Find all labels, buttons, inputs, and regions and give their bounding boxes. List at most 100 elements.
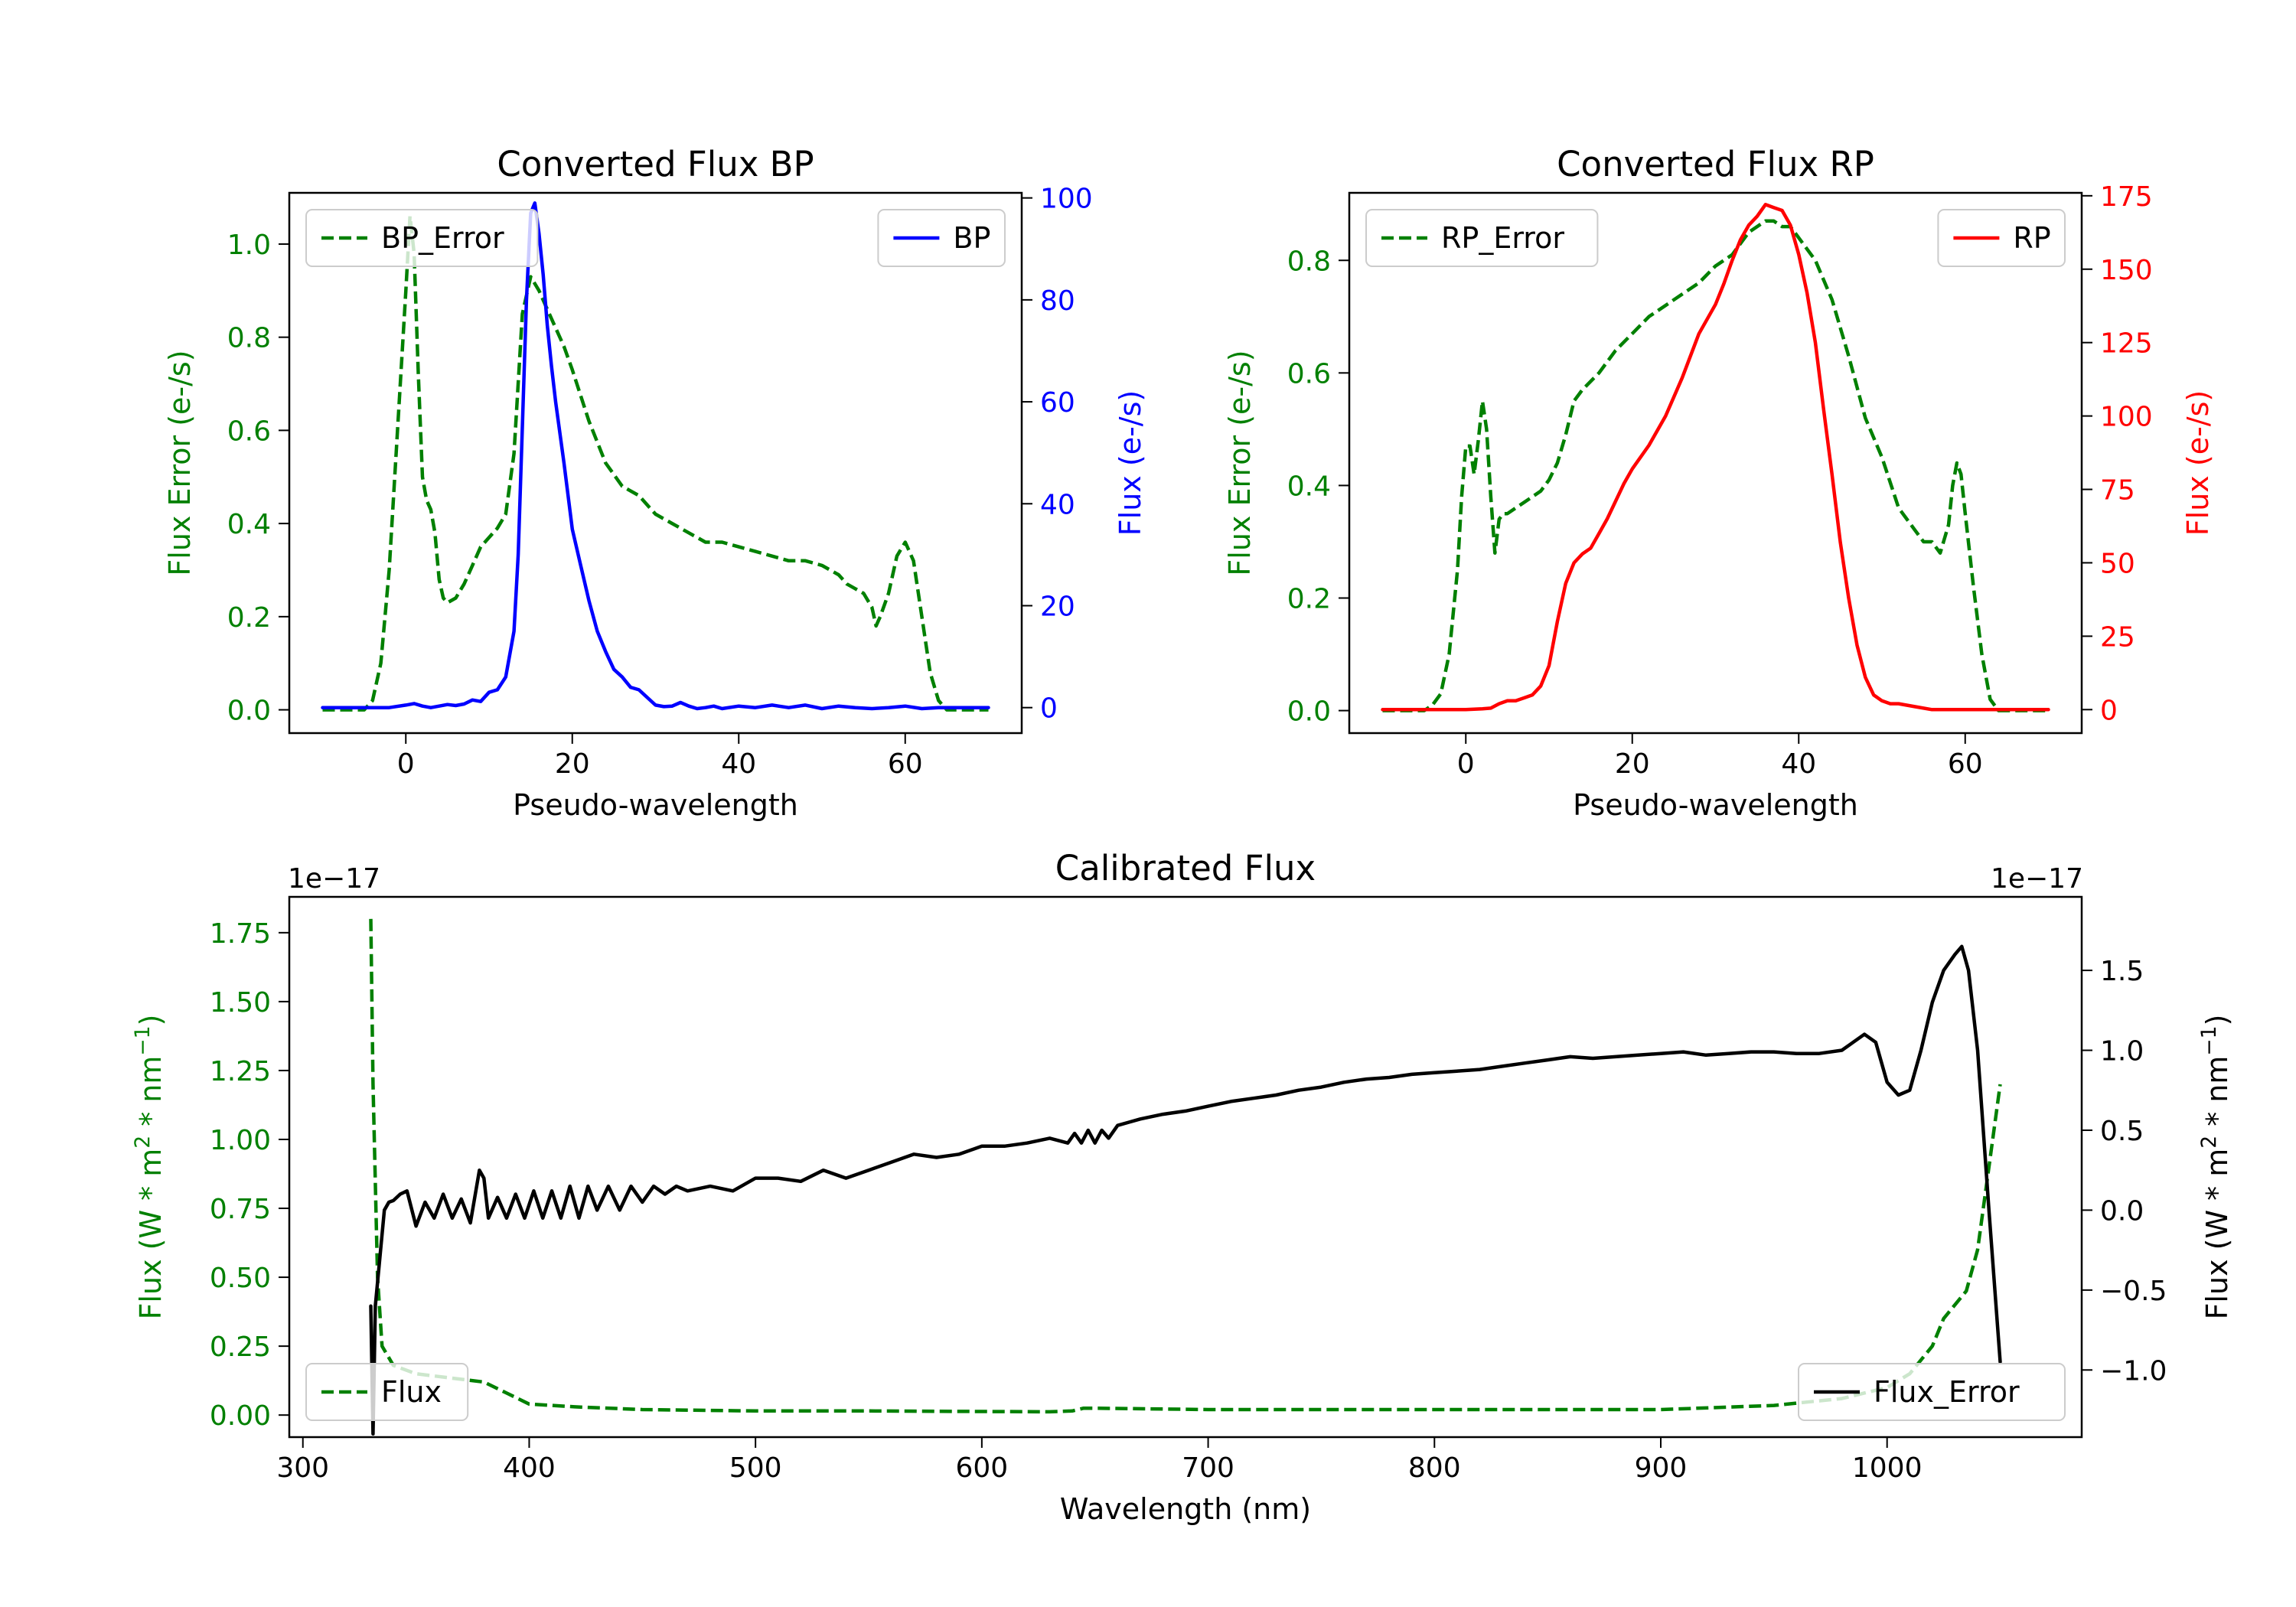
x-tick-label: 60 <box>888 748 923 780</box>
chart-rp: Converted Flux RP 0 20 40 60 Pseudo-wavelengt… <box>1223 144 2215 822</box>
y-right-tick-label: 175 <box>2100 181 2153 213</box>
y-right-tick-label: 125 <box>2100 328 2153 360</box>
x-tick-label: 300 <box>276 1452 329 1484</box>
y-right-axis-label: Flux (W * m2 * nm−1) <box>2197 1015 2235 1320</box>
legend-frame <box>305 209 539 267</box>
x-tick-label: 900 <box>1635 1452 1688 1484</box>
x-tick-label: 800 <box>1408 1452 1461 1484</box>
y-left-tick-label: 0.0 <box>227 696 271 727</box>
y-right-tick-label: 100 <box>1040 184 1093 215</box>
y-right-tick-label: 0.0 <box>2100 1195 2144 1227</box>
legend-label: Flux_Error <box>1874 1375 2020 1409</box>
y-left-tick-label: 1.0 <box>227 230 271 261</box>
legend-bp: BP <box>877 209 1006 267</box>
x-tick-label: 20 <box>1615 748 1650 780</box>
legend-frame <box>1798 1363 2066 1421</box>
offset-text-right: 1e−17 <box>1991 863 2083 895</box>
legend-label: BP <box>953 221 990 255</box>
y-right-tick-label: −1.0 <box>2100 1355 2167 1387</box>
y-right-tick-label: 60 <box>1040 387 1075 419</box>
series-line-flux-error <box>369 918 2002 1414</box>
y-left-tick-label: 0.2 <box>227 602 271 634</box>
offset-text-left: 1e−17 <box>288 863 380 895</box>
y-left-tick-label: 0.00 <box>210 1400 271 1432</box>
plot-frame <box>288 895 2083 1439</box>
y-left-axis-label: Flux (W * m2 * nm−1) <box>131 1015 168 1320</box>
y-right-axis-label: Flux (e-/s) <box>1114 390 1147 536</box>
legend-flux-error: Flux_Error <box>1798 1363 2066 1421</box>
x-tick-label: 20 <box>555 748 590 780</box>
legend-label: BP_Error <box>381 221 504 255</box>
y-left-axis-label: Flux Error (e-/s) <box>163 350 197 575</box>
y-left-tick-label: 0.0 <box>1287 696 1331 728</box>
x-tick-label: 60 <box>1948 748 1983 780</box>
plot-frame <box>1348 191 2083 735</box>
y-left-tick-label: 0.25 <box>210 1332 271 1363</box>
y-left-tick-label: 0.2 <box>1287 584 1331 615</box>
legend-bp-error: BP_Error <box>305 209 539 267</box>
y-right-tick-label: 0 <box>1040 693 1058 725</box>
y-left-tick-label: 0.75 <box>210 1194 271 1225</box>
x-tick-label: 0 <box>397 748 415 780</box>
legend-frame <box>305 1363 469 1421</box>
x-tick-label: 1000 <box>1852 1452 1923 1484</box>
y-left-axis-label: Flux Error (e-/s) <box>1223 350 1257 575</box>
y-right-tick-label: 0 <box>2100 695 2118 726</box>
series-line-bp <box>321 201 990 711</box>
y-right-tick-label: 0.5 <box>2100 1116 2144 1147</box>
y-left-tick-label: 0.6 <box>1287 358 1331 390</box>
y-right-tick-label: 150 <box>2100 255 2153 286</box>
x-tick-label: 0 <box>1457 748 1475 780</box>
chart-title: Converted Flux BP <box>497 144 814 184</box>
series-line-flux <box>369 944 2002 1436</box>
y-right-tick-label: 100 <box>2100 402 2153 433</box>
legend-frame <box>877 209 1006 267</box>
x-tick-label: 40 <box>721 748 756 780</box>
legend-frame <box>1937 209 2066 267</box>
x-axis-label: Pseudo-wavelength <box>1573 788 1858 822</box>
x-tick-label: 400 <box>503 1452 556 1484</box>
legend-rp-error: RP_Error <box>1365 209 1599 267</box>
x-axis-label: Pseudo-wavelength <box>513 788 798 822</box>
y-left-tick-label: 1.00 <box>210 1125 271 1156</box>
y-right-tick-label: 50 <box>2100 548 2135 579</box>
chart-calibrated: Calibrated Flux 300 400 500 600 700 800 900 1000… <box>131 848 2235 1526</box>
y-right-tick-label: 25 <box>2100 621 2135 653</box>
legend-frame <box>1365 209 1599 267</box>
plot-frame <box>288 191 1023 735</box>
y-right-tick-label: 75 <box>2100 475 2135 507</box>
y-left-tick-label: 0.8 <box>227 323 271 354</box>
legend-flux: Flux <box>305 1363 469 1421</box>
y-left-tick-label: 0.8 <box>1287 246 1331 277</box>
y-left-tick-label: 0.4 <box>1287 471 1331 502</box>
series-line-rp-error <box>1382 219 2049 712</box>
chart-title: Converted Flux RP <box>1557 144 1874 184</box>
y-left-tick-label: 0.50 <box>210 1263 271 1294</box>
chart-bp: Converted Flux BP 0 20 40 60 Pseudo-wavelengt… <box>163 144 1147 822</box>
y-right-tick-label: 40 <box>1040 489 1075 520</box>
series-line-bp-error <box>322 214 989 712</box>
y-left-tick-label: 0.6 <box>227 416 271 447</box>
x-axis-label: Wavelength (nm) <box>1060 1492 1311 1526</box>
x-tick-label: 600 <box>956 1452 1009 1484</box>
y-right-tick-label: 80 <box>1040 285 1075 317</box>
legend-rp: RP <box>1937 209 2066 267</box>
legend-label: RP_Error <box>1441 221 1564 255</box>
x-tick-label: 700 <box>1182 1452 1234 1484</box>
chart-title: Calibrated Flux <box>1055 848 1316 888</box>
y-right-tick-label: 1.0 <box>2100 1036 2144 1068</box>
y-left-tick-label: 1.25 <box>210 1056 271 1087</box>
y-right-tick-label: 1.5 <box>2100 956 2144 987</box>
legend-label: Flux <box>381 1375 442 1409</box>
legend-label: RP <box>2013 221 2050 255</box>
x-tick-label: 500 <box>729 1452 782 1484</box>
y-right-axis-label: Flux (e-/s) <box>2181 390 2215 536</box>
series-line-rp <box>1381 203 2050 712</box>
y-right-tick-label: −0.5 <box>2100 1276 2167 1307</box>
y-left-tick-label: 1.75 <box>210 918 271 950</box>
y-left-tick-label: 0.4 <box>227 509 271 540</box>
y-right-tick-label: 20 <box>1040 591 1075 622</box>
x-tick-label: 40 <box>1781 748 1816 780</box>
y-left-tick-label: 1.50 <box>210 987 271 1019</box>
